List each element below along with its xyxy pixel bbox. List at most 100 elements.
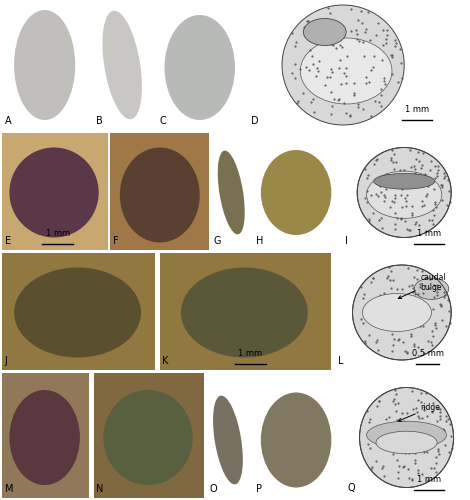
Point [396, 44, 404, 52]
Point [415, 171, 423, 179]
Point [328, 40, 335, 48]
Point [366, 444, 374, 452]
Point [379, 172, 387, 179]
Point [376, 290, 384, 298]
Point [407, 323, 414, 331]
Point [374, 192, 382, 200]
Point [363, 312, 371, 320]
Point [357, 284, 364, 292]
Point [383, 436, 390, 444]
Point [408, 476, 415, 484]
Point [397, 215, 404, 223]
Point [367, 112, 375, 120]
Point [409, 209, 416, 217]
Point [417, 182, 424, 190]
Text: A: A [5, 116, 11, 126]
Point [384, 272, 392, 280]
Point [404, 348, 411, 356]
Point [439, 196, 446, 203]
Point [362, 78, 370, 86]
Point [392, 390, 400, 398]
Point [389, 146, 396, 154]
Point [368, 464, 376, 471]
Point [363, 174, 371, 182]
Point [387, 154, 395, 162]
Point [313, 64, 321, 72]
Point [393, 408, 400, 416]
Point [429, 342, 436, 349]
Ellipse shape [120, 148, 200, 242]
Point [415, 157, 423, 165]
Point [392, 400, 399, 407]
Point [379, 42, 386, 50]
Point [401, 347, 408, 355]
Text: 1 mm: 1 mm [46, 228, 70, 237]
Point [379, 305, 386, 313]
Text: I: I [345, 236, 348, 246]
Point [381, 80, 389, 88]
Point [366, 432, 373, 440]
Point [408, 202, 416, 210]
Point [380, 289, 388, 297]
Point [337, 41, 344, 49]
Point [432, 453, 439, 461]
Point [431, 464, 438, 472]
Point [337, 56, 344, 64]
Point [441, 172, 449, 180]
Ellipse shape [14, 268, 141, 358]
Point [404, 264, 412, 272]
Point [370, 52, 378, 60]
Text: K: K [162, 356, 169, 366]
Point [434, 162, 442, 170]
Point [378, 224, 385, 232]
Ellipse shape [261, 150, 331, 235]
Text: ridge: ridge [399, 403, 440, 421]
Point [323, 72, 330, 80]
Point [406, 226, 413, 234]
Point [426, 166, 433, 173]
Point [411, 169, 419, 177]
Point [427, 157, 435, 165]
Ellipse shape [360, 388, 454, 488]
Point [355, 100, 362, 108]
Point [433, 417, 441, 425]
Point [434, 444, 441, 452]
Point [394, 440, 401, 448]
Point [416, 282, 423, 290]
Point [398, 285, 406, 293]
Point [414, 408, 421, 416]
Point [412, 218, 420, 226]
Point [335, 64, 343, 72]
Bar [2, 252, 155, 370]
Point [401, 302, 408, 310]
Point [341, 68, 348, 76]
Point [429, 328, 436, 336]
Point [310, 60, 317, 68]
Point [396, 292, 403, 300]
Point [399, 463, 407, 471]
Text: 1 mm: 1 mm [405, 104, 429, 114]
Point [361, 337, 369, 345]
Point [365, 217, 373, 225]
Point [407, 330, 415, 338]
Text: J: J [5, 356, 8, 366]
Point [387, 51, 394, 59]
Point [443, 202, 450, 209]
Bar [110, 132, 209, 250]
Ellipse shape [14, 10, 75, 120]
Point [408, 280, 416, 288]
Point [438, 302, 445, 310]
Point [376, 438, 384, 446]
Point [390, 150, 398, 158]
Point [389, 398, 397, 406]
Point [341, 98, 348, 106]
Point [437, 300, 444, 308]
Point [393, 39, 400, 47]
Text: F: F [113, 236, 118, 246]
Point [409, 406, 417, 413]
Point [400, 175, 407, 183]
Point [372, 456, 379, 464]
Point [384, 324, 391, 332]
Point [394, 436, 401, 444]
Point [385, 263, 393, 271]
